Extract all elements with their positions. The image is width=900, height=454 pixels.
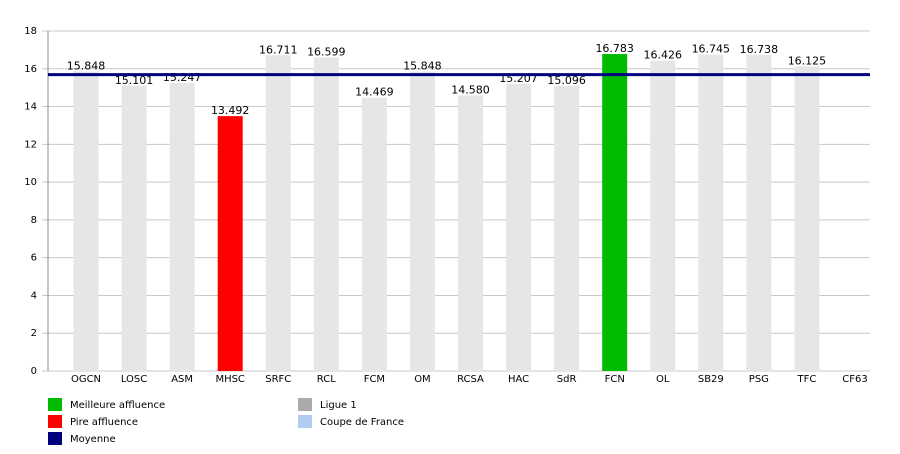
x-tick-label: ASM <box>171 374 193 385</box>
x-tick-label: FCM <box>364 374 385 385</box>
value-label: 15.848 <box>67 60 106 73</box>
bar <box>650 60 676 371</box>
legend-swatch <box>48 398 62 411</box>
legend-swatch <box>48 432 62 445</box>
bar <box>506 83 532 372</box>
x-tick-label: OGCN <box>71 374 101 385</box>
bar <box>458 95 483 371</box>
x-tick-label: SdR <box>557 374 577 385</box>
bar <box>409 71 435 371</box>
bar <box>361 97 387 372</box>
value-label: 16.745 <box>692 43 731 56</box>
value-label: 14.580 <box>451 84 490 97</box>
y-tick-label: 12 <box>24 139 37 150</box>
bar <box>698 54 724 371</box>
legend-label: Meilleure affluence <box>70 400 165 411</box>
legend-label: Moyenne <box>70 434 116 445</box>
legend-swatch <box>298 415 312 428</box>
legend-label: Ligue 1 <box>320 400 357 411</box>
y-tick-label: 0 <box>31 366 37 377</box>
x-tick-label: OM <box>414 374 431 385</box>
y-tick-label: 16 <box>24 64 37 75</box>
x-tick-label: PSG <box>749 374 769 385</box>
x-tick-label: OL <box>656 374 670 385</box>
legend-label: Coupe de France <box>320 417 404 428</box>
y-tick-label: 6 <box>31 253 37 264</box>
value-label: 16.426 <box>644 49 683 62</box>
x-tick-label: SRFC <box>265 374 291 385</box>
legend-swatch <box>298 398 312 411</box>
bar <box>217 116 243 371</box>
value-label: 15.096 <box>547 74 586 87</box>
x-tick-label: MHSC <box>215 374 244 385</box>
y-tick-label: 18 <box>24 26 37 37</box>
value-label: 16.125 <box>788 54 827 67</box>
y-tick-label: 4 <box>31 290 37 301</box>
legend-label: Pire affluence <box>70 417 138 428</box>
bar <box>121 85 147 372</box>
bar <box>73 71 99 371</box>
bar <box>265 55 291 371</box>
x-tick-label: RCSA <box>457 374 484 385</box>
y-tick-label: 14 <box>24 102 37 113</box>
y-tick-label: 2 <box>31 328 37 339</box>
bar <box>169 83 195 372</box>
value-label: 15.247 <box>163 71 202 84</box>
value-label: 14.469 <box>355 86 394 99</box>
bar <box>746 54 772 372</box>
y-tick-label: 10 <box>24 177 37 188</box>
value-label: 16.599 <box>307 45 346 58</box>
x-tick-label: CF63 <box>842 374 867 385</box>
bar <box>602 53 628 371</box>
x-tick-label: LOSC <box>121 374 147 385</box>
y-tick-label: 8 <box>31 215 37 226</box>
value-label: 15.101 <box>115 74 154 87</box>
x-tick-label: SB29 <box>698 374 724 385</box>
bar <box>554 85 580 371</box>
legend-swatch <box>48 415 62 428</box>
x-tick-label: TFC <box>797 374 817 385</box>
bar <box>794 66 820 372</box>
x-tick-label: HAC <box>508 374 529 385</box>
bar <box>313 57 339 372</box>
x-tick-label: FCN <box>605 374 625 385</box>
value-label: 13.492 <box>211 104 250 117</box>
value-label: 15.848 <box>403 60 442 73</box>
value-label: 16.711 <box>259 43 298 56</box>
value-label: 16.783 <box>595 42 634 55</box>
x-tick-label: RCL <box>317 374 336 385</box>
value-label: 16.738 <box>740 43 779 56</box>
